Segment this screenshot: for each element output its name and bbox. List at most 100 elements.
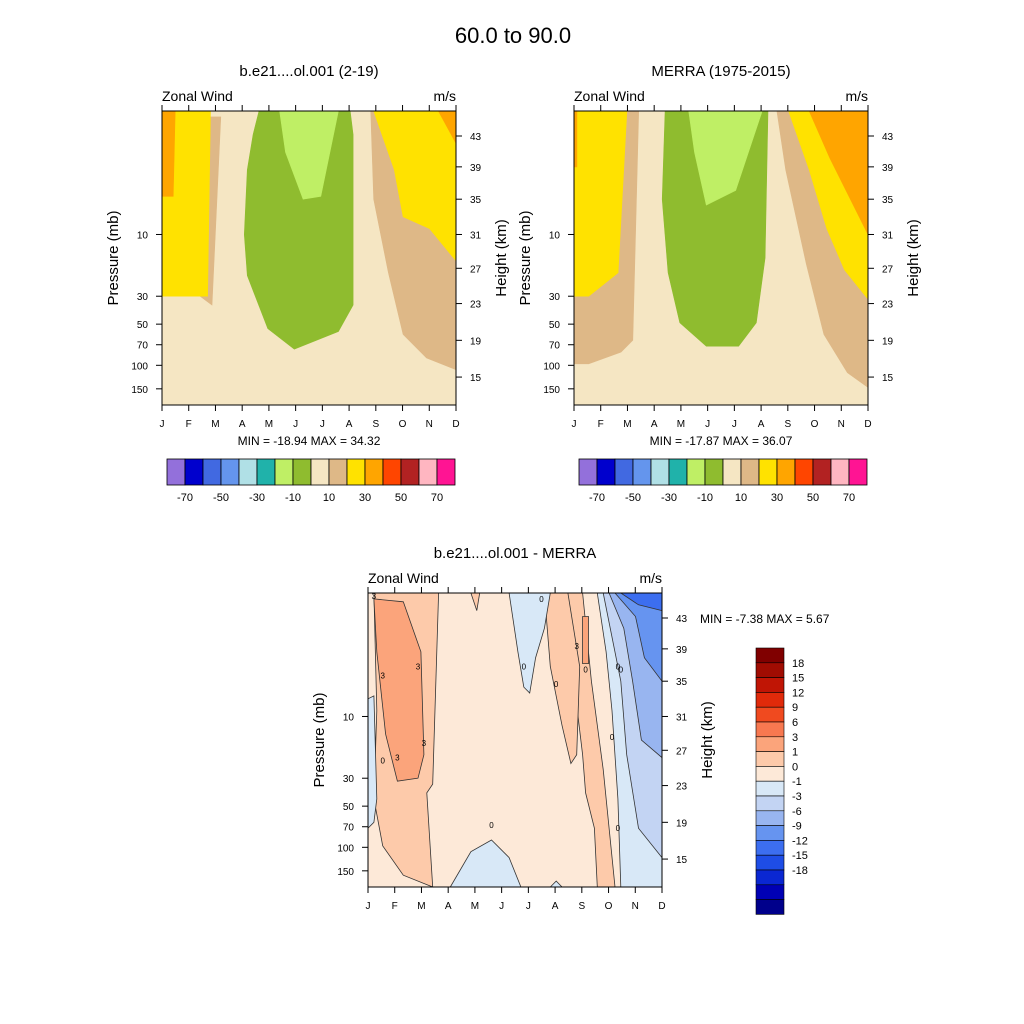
y2-axis-title: Height (km) bbox=[493, 219, 510, 297]
colorbar-label: 10 bbox=[323, 492, 335, 504]
colorbar-label: 3 bbox=[792, 732, 798, 744]
y-tick-label: 10 bbox=[549, 230, 561, 241]
panel-right-label: m/s bbox=[433, 88, 456, 104]
x-tick-label: A bbox=[445, 901, 452, 912]
y2-axis-title: Height (km) bbox=[905, 219, 922, 297]
colorbar-swatch bbox=[184, 458, 204, 486]
x-tick-label: J bbox=[526, 901, 531, 912]
colorbar-label: 12 bbox=[792, 687, 804, 699]
panel-title: MERRA (1975-2015) bbox=[651, 63, 790, 80]
x-tick-label: O bbox=[399, 419, 407, 430]
x-tick-label: J bbox=[366, 901, 371, 912]
colorbar-swatch bbox=[578, 458, 598, 486]
y2-tick-label: 43 bbox=[676, 614, 688, 625]
colorbar-label: 50 bbox=[395, 492, 407, 504]
colorbar-swatch bbox=[755, 766, 785, 782]
region-minus1-to-0 bbox=[508, 592, 551, 694]
contour-label: 0 bbox=[522, 662, 527, 671]
plot-frame bbox=[161, 110, 457, 406]
colorbar-label: 50 bbox=[807, 492, 819, 504]
colorbar-swatch bbox=[436, 458, 456, 486]
colorbar-swatch bbox=[400, 458, 420, 486]
colorbar-label: -30 bbox=[249, 492, 265, 504]
y2-tick-label: 39 bbox=[676, 645, 688, 656]
panel-merra: J F M A M J J A S O N D 10 30 50 70 100 150 43 39 35 31 27 23 19… bbox=[517, 63, 922, 504]
y2-tick-label: 23 bbox=[470, 300, 482, 311]
x-tick-label: N bbox=[426, 419, 433, 430]
colorbar-label: 70 bbox=[431, 492, 443, 504]
colorbar-swatch bbox=[755, 840, 785, 856]
colorbar-swatch bbox=[755, 869, 785, 886]
min-max-label: MIN = -18.94 MAX = 34.32 bbox=[238, 434, 381, 448]
min-max-label: MIN = -17.87 MAX = 36.07 bbox=[650, 434, 793, 448]
colorbar-swatch bbox=[755, 751, 785, 767]
contour-label: 0 bbox=[380, 757, 385, 766]
colorbar-swatch bbox=[722, 458, 742, 486]
colorbar-swatch bbox=[755, 795, 785, 812]
x-tick-label: J bbox=[732, 419, 737, 430]
colorbar-label: -12 bbox=[792, 835, 808, 847]
colorbar-label: -9 bbox=[792, 821, 802, 833]
colorbar-label: -70 bbox=[177, 492, 193, 504]
contour-label: 3 bbox=[380, 671, 385, 680]
panel-title: b.e21....ol.001 - MERRA bbox=[434, 545, 597, 562]
y-axis-title: Pressure (mb) bbox=[311, 692, 328, 787]
y-tick-label: 10 bbox=[343, 712, 355, 723]
colorbar-swatch bbox=[740, 458, 760, 486]
colorbar-swatch bbox=[812, 458, 832, 486]
contour-label: 0 bbox=[616, 824, 621, 833]
contour-label: 0 bbox=[539, 595, 544, 604]
x-tick-label: D bbox=[864, 419, 871, 430]
panel-model: J F M A M J J A S O N D 10 30 50 70 100 150 43 39 35 31 27 23 19… bbox=[105, 63, 510, 504]
colorbar-swatch bbox=[202, 458, 222, 486]
colorbar-swatch bbox=[755, 736, 785, 752]
colorbar-label: -10 bbox=[697, 492, 713, 504]
y-tick-label: 70 bbox=[549, 341, 561, 352]
figure-title: 60.0 to 90.0 bbox=[455, 23, 571, 48]
y2-tick-label: 31 bbox=[882, 230, 894, 241]
y2-tick-label: 15 bbox=[676, 855, 688, 866]
y-axis-title: Pressure (mb) bbox=[517, 210, 534, 305]
y2-tick-label: 23 bbox=[676, 782, 688, 793]
panel-left-label: Zonal Wind bbox=[368, 570, 439, 586]
y2-tick-label: 39 bbox=[470, 163, 482, 174]
contour-label: 0 bbox=[583, 665, 588, 674]
colorbar-swatch bbox=[755, 692, 785, 708]
x-tick-label: J bbox=[499, 901, 504, 912]
contour-label: 0 bbox=[489, 821, 494, 830]
y2-tick-label: 35 bbox=[882, 195, 894, 206]
colorbar-label: -1 bbox=[792, 776, 802, 788]
y2-tick-label: 31 bbox=[676, 712, 688, 723]
y2-tick-label: 43 bbox=[470, 132, 482, 143]
y2-tick-label: 15 bbox=[882, 373, 894, 384]
colorbar-label: -18 bbox=[792, 865, 808, 877]
x-tick-label: F bbox=[186, 419, 192, 430]
colorbar-swatch bbox=[755, 854, 785, 871]
colorbar-swatch bbox=[755, 647, 785, 664]
colorbar-swatch bbox=[364, 458, 384, 486]
x-tick-label: F bbox=[598, 419, 604, 430]
colorbar-swatch bbox=[848, 458, 868, 486]
y2-axis-title: Height (km) bbox=[699, 701, 716, 779]
contour-label: 3 bbox=[416, 662, 421, 671]
colorbar-swatch bbox=[614, 458, 634, 486]
contour-label: 0 bbox=[619, 665, 624, 674]
colorbar-swatch bbox=[758, 458, 778, 486]
colorbar-swatch bbox=[668, 458, 688, 486]
x-tick-label: S bbox=[372, 419, 379, 430]
x-tick-label: O bbox=[811, 419, 819, 430]
colorbar-label: 10 bbox=[735, 492, 747, 504]
y-tick-label: 70 bbox=[137, 341, 149, 352]
x-tick-label: J bbox=[293, 419, 298, 430]
y-tick-label: 50 bbox=[137, 320, 149, 331]
colorbar-swatch bbox=[755, 706, 785, 723]
colorbar-label: -10 bbox=[285, 492, 301, 504]
colorbar-swatch bbox=[382, 458, 402, 486]
plot-frame bbox=[573, 110, 869, 406]
colorbar-label: -6 bbox=[792, 806, 802, 818]
y-tick-label: 30 bbox=[137, 292, 149, 303]
colorbar-swatch bbox=[755, 825, 785, 841]
colorbar-swatch bbox=[220, 458, 240, 486]
colorbar-swatch bbox=[755, 884, 785, 900]
